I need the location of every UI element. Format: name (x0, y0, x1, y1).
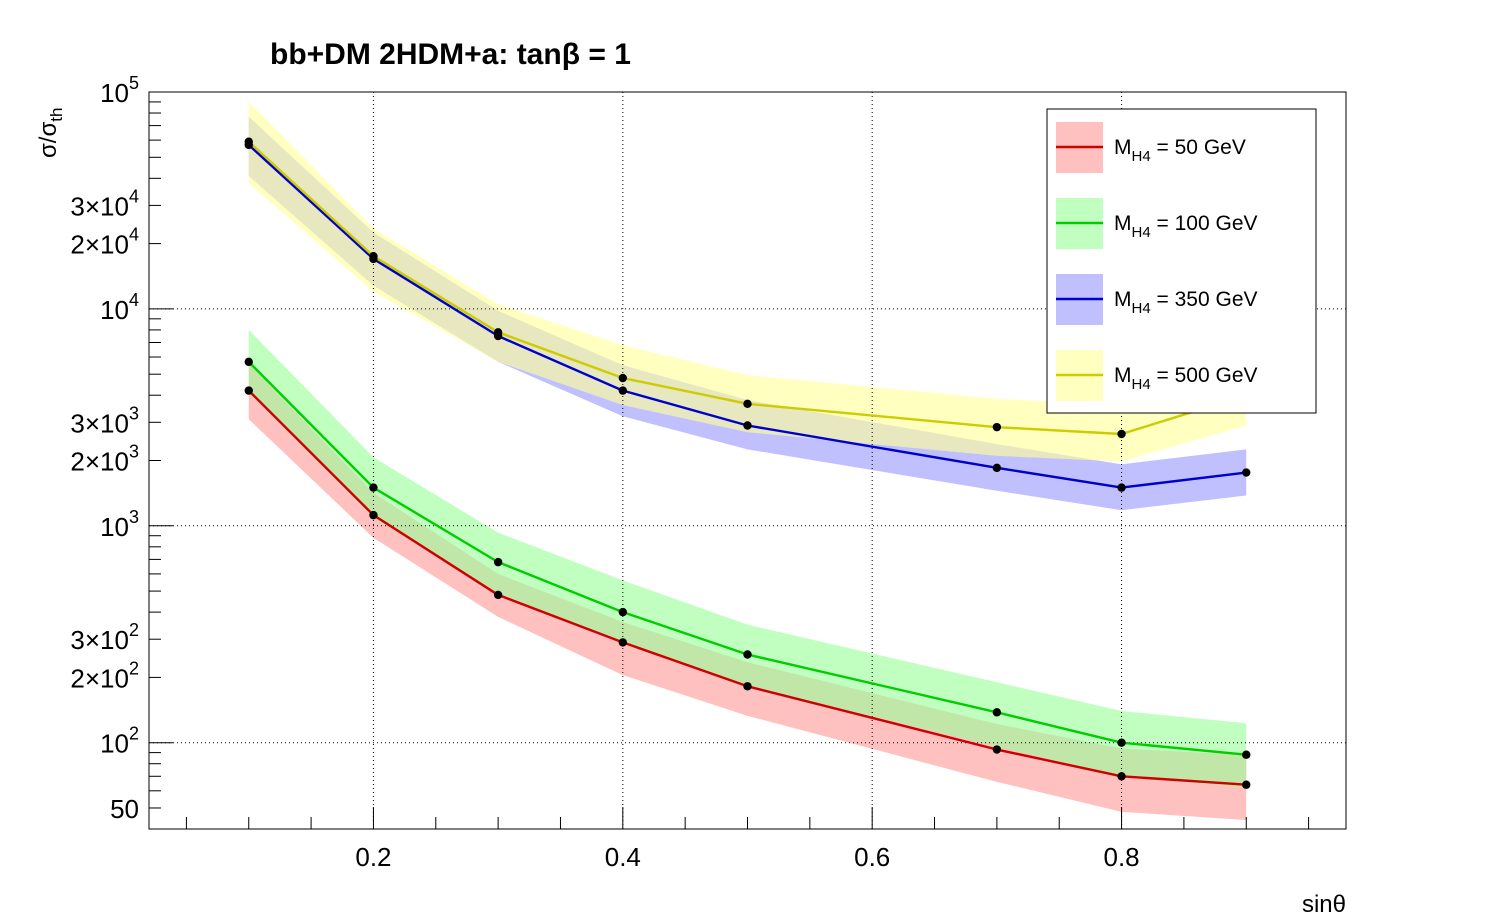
point-series-3-8 (1242, 468, 1251, 477)
point-series-2-3 (493, 557, 503, 567)
line-series-2 (247, 361, 1247, 756)
point-series-2-1 (244, 357, 253, 367)
point-series-1-5 (743, 682, 752, 691)
point-series-3-7 (1117, 483, 1126, 492)
y-tick-label-10: 102 (100, 724, 139, 759)
legend: MH4 = 50 GeV MH4 = 100 GeV MH4 = 350 GeV MH… (1046, 108, 1317, 414)
point-series-4-5 (743, 399, 752, 409)
line-series-4 (247, 140, 1247, 436)
x-axis-title: sinθ (1302, 891, 1346, 918)
x-tick-label-4: 0.8 (1103, 842, 1139, 872)
point-series-4-3 (493, 328, 503, 337)
x-tick-label-1: 0.2 (355, 842, 391, 872)
point-series-3-6 (992, 463, 1002, 473)
point-series-2-2 (369, 483, 378, 492)
point-series-4-4 (618, 373, 628, 383)
legend-label-4: MH4 = 500 GeV (1114, 364, 1258, 393)
point-series-3-4 (618, 386, 628, 395)
y-tick-label-6: 2×103 (70, 442, 139, 477)
y-tick-label-9: 2×102 (70, 658, 139, 693)
y-tick-label-5: 3×103 (70, 403, 139, 438)
point-series-1-7 (1117, 772, 1126, 781)
legend-label-2: MH4 = 100 GeV (1114, 212, 1258, 241)
point-series-1-8 (1242, 780, 1251, 789)
y-tick-label-4: 104 (100, 290, 139, 325)
y-tick-label-7: 103 (100, 507, 139, 542)
x-tick-label-3: 0.6 (854, 842, 890, 872)
y-tick-label-1: 105 (100, 73, 139, 108)
point-series-2-8 (1242, 750, 1251, 759)
point-series-4-2 (369, 251, 378, 261)
point-series-4-1 (244, 137, 253, 146)
line-series-1 (247, 389, 1247, 786)
grid-lines (149, 92, 1346, 829)
point-series-3-5 (743, 421, 752, 430)
point-series-1-1 (244, 386, 253, 395)
chart-title: bb+DM 2HDM+a: tanβ = 1 (270, 38, 631, 71)
band-series-2 (248, 329, 1247, 788)
legend-label-3: MH4 = 350 GeV (1114, 288, 1258, 317)
series-lines (247, 140, 1247, 786)
axis-ticks (149, 91, 1310, 830)
y-axis-title: σ/σth (35, 108, 66, 158)
point-series-1-2 (369, 510, 378, 520)
point-series-1-4 (618, 638, 628, 647)
point-series-2-5 (743, 650, 752, 659)
y-tick-label-8: 3×102 (70, 620, 139, 655)
legend-label-1: MH4 = 50 GeV (1114, 136, 1246, 165)
point-series-2-4 (618, 607, 628, 617)
point-series-2-7 (1117, 738, 1126, 747)
point-series-1-3 (493, 590, 503, 600)
y-tick-label-3: 2×104 (70, 225, 139, 260)
point-series-1-6 (992, 745, 1002, 754)
y-tick-label-2: 3×104 (70, 186, 139, 221)
x-tick-labels: 0.2 0.4 0.6 0.8 (355, 842, 1139, 872)
x-tick-label-2: 0.4 (605, 842, 641, 872)
y-tick-label-11: 50 (110, 794, 139, 824)
point-series-2-6 (992, 708, 1002, 717)
line-series-3 (247, 144, 1247, 489)
point-series-4-7 (1117, 429, 1126, 439)
point-series-4-6 (992, 422, 1002, 432)
